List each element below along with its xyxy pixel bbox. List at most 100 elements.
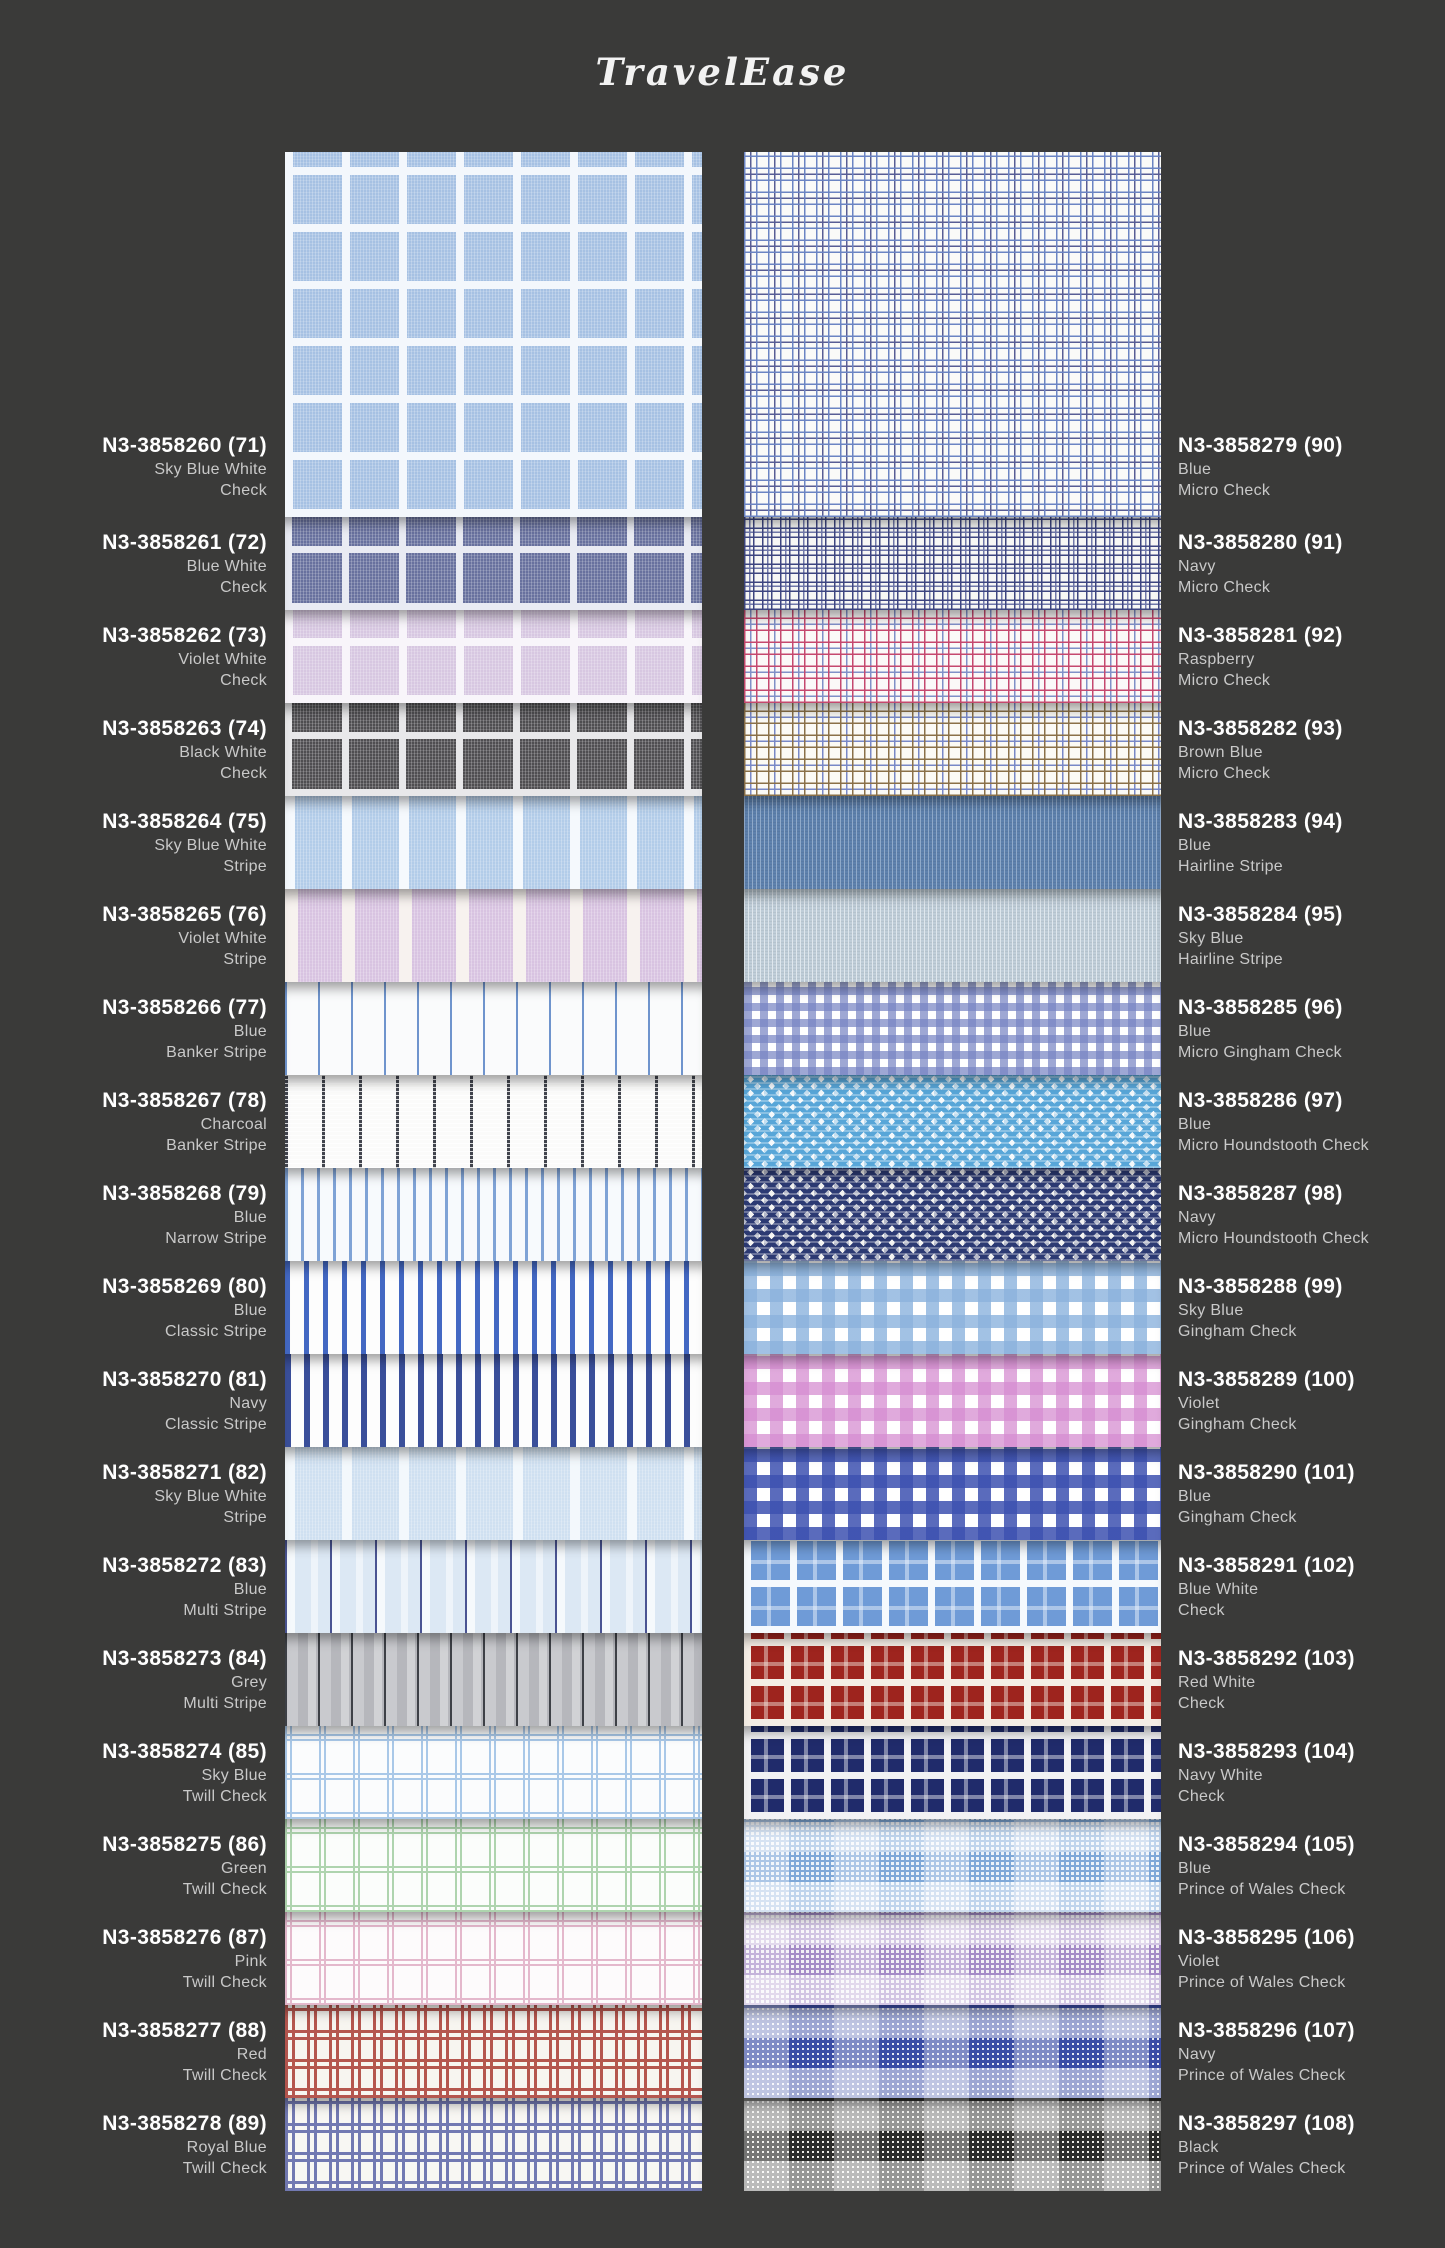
swatch-row: N3-3858284 (95) Sky Blue Hairline Stripe bbox=[744, 889, 1445, 982]
fabric-swatch[interactable] bbox=[285, 517, 702, 610]
fabric-swatch[interactable] bbox=[744, 1447, 1161, 1540]
fabric-swatch[interactable] bbox=[285, 1354, 702, 1447]
swatch-label: N3-3858292 (103) Red White Check bbox=[1161, 1645, 1445, 1714]
swatch-label: N3-3858265 (76) Violet White Stripe bbox=[0, 901, 285, 970]
swatch-label: N3-3858290 (101) Blue Gingham Check bbox=[1161, 1459, 1445, 1528]
swatch-code: N3-3858289 (100) bbox=[1178, 1368, 1355, 1391]
swatch-row: N3-3858283 (94) Blue Hairline Stripe bbox=[744, 796, 1445, 889]
fabric-swatch[interactable] bbox=[285, 1819, 702, 1912]
swatch-label: N3-3858278 (89) Royal Blue Twill Check bbox=[0, 2110, 285, 2179]
swatch-color-name: Black bbox=[1178, 2139, 1219, 2156]
swatch-pattern-name: Twill Check bbox=[182, 1788, 267, 1805]
fabric-swatch[interactable] bbox=[744, 1261, 1161, 1354]
swatch-color-name: Sky Blue bbox=[201, 1767, 267, 1784]
swatch-color-name: Raspberry bbox=[1178, 651, 1255, 668]
swatch-code: N3-3858277 (88) bbox=[102, 2019, 267, 2042]
fabric-swatch[interactable] bbox=[744, 796, 1161, 889]
swatch-code: N3-3858272 (83) bbox=[102, 1554, 267, 1577]
swatch-code: N3-3858275 (86) bbox=[102, 1833, 267, 1856]
fabric-swatch[interactable] bbox=[285, 1261, 702, 1354]
swatch-pattern-name: Check bbox=[1178, 1788, 1225, 1805]
swatch-code: N3-3858261 (72) bbox=[102, 531, 267, 554]
fabric-swatch[interactable] bbox=[285, 1912, 702, 2005]
swatch-color-name: Blue bbox=[233, 1581, 267, 1598]
swatch-code: N3-3858269 (80) bbox=[102, 1275, 267, 1298]
swatch-row: N3-3858272 (83) Blue Multi Stripe bbox=[0, 1540, 702, 1633]
fabric-swatch[interactable] bbox=[744, 610, 1161, 703]
swatch-pattern-name: Prince of Wales Check bbox=[1178, 1881, 1346, 1898]
fabric-swatch[interactable] bbox=[744, 517, 1161, 610]
fabric-swatch[interactable] bbox=[744, 1168, 1161, 1261]
swatch-row: N3-3858292 (103) Red White Check bbox=[744, 1633, 1445, 1726]
swatch-code: N3-3858296 (107) bbox=[1178, 2019, 1355, 2042]
fabric-swatch[interactable] bbox=[285, 1447, 702, 1540]
swatch-pattern-name: Classic Stripe bbox=[164, 1416, 267, 1433]
fabric-swatch[interactable] bbox=[285, 796, 702, 889]
swatch-row: N3-3858281 (92) Raspberry Micro Check bbox=[744, 610, 1445, 703]
fabric-swatch[interactable] bbox=[285, 152, 702, 517]
swatch-label: N3-3858288 (99) Sky Blue Gingham Check bbox=[1161, 1273, 1445, 1342]
fabric-swatch[interactable] bbox=[285, 1540, 702, 1633]
swatch-pattern-name: Micro Check bbox=[1178, 579, 1271, 596]
swatch-row: N3-3858290 (101) Blue Gingham Check bbox=[744, 1447, 1445, 1540]
swatch-label: N3-3858264 (75) Sky Blue White Stripe bbox=[0, 808, 285, 877]
fabric-swatch[interactable] bbox=[285, 703, 702, 796]
swatch-color-name: Navy bbox=[1178, 558, 1216, 575]
fabric-swatch[interactable] bbox=[285, 1075, 702, 1168]
swatch-code: N3-3858270 (81) bbox=[102, 1368, 267, 1391]
fabric-swatch[interactable] bbox=[744, 703, 1161, 796]
swatch-pattern-name: Check bbox=[220, 765, 267, 782]
swatch-color-name: Brown Blue bbox=[1178, 744, 1263, 761]
fabric-swatch[interactable] bbox=[744, 1540, 1161, 1633]
fabric-swatch[interactable] bbox=[744, 2098, 1161, 2191]
swatch-label: N3-3858293 (104) Navy White Check bbox=[1161, 1738, 1445, 1807]
swatch-color-name: Sky Blue White bbox=[154, 461, 267, 478]
fabric-swatch[interactable] bbox=[285, 2005, 702, 2098]
swatch-pattern-name: Gingham Check bbox=[1178, 1509, 1297, 1526]
swatch-code: N3-3858264 (75) bbox=[102, 810, 267, 833]
swatch-color-name: Royal Blue bbox=[186, 2139, 267, 2156]
swatch-row: N3-3858288 (99) Sky Blue Gingham Check bbox=[744, 1261, 1445, 1354]
swatch-label: N3-3858274 (85) Sky Blue Twill Check bbox=[0, 1738, 285, 1807]
swatch-pattern-name: Micro Check bbox=[1178, 765, 1271, 782]
fabric-swatch[interactable] bbox=[285, 2098, 702, 2191]
swatch-code: N3-3858263 (74) bbox=[102, 717, 267, 740]
fabric-swatch[interactable] bbox=[744, 1819, 1161, 1912]
swatch-pattern-name: Hairline Stripe bbox=[1178, 858, 1283, 875]
fabric-swatch[interactable] bbox=[744, 2005, 1161, 2098]
swatch-label: N3-3858270 (81) Navy Classic Stripe bbox=[0, 1366, 285, 1435]
fabric-swatch[interactable] bbox=[285, 1168, 702, 1261]
swatch-color-name: Blue White bbox=[186, 558, 267, 575]
fabric-swatch[interactable] bbox=[285, 610, 702, 703]
swatch-code: N3-3858283 (94) bbox=[1178, 810, 1343, 833]
swatch-label: N3-3858289 (100) Violet Gingham Check bbox=[1161, 1366, 1445, 1435]
swatch-color-name: Blue bbox=[1178, 1023, 1212, 1040]
swatch-pattern-name: Twill Check bbox=[182, 1974, 267, 1991]
swatch-pattern-name: Micro Check bbox=[1178, 482, 1271, 499]
swatch-row: N3-3858266 (77) Blue Banker Stripe bbox=[0, 982, 702, 1075]
swatch-code: N3-3858284 (95) bbox=[1178, 903, 1343, 926]
page-title: TravelEase bbox=[595, 50, 850, 94]
fabric-swatch[interactable] bbox=[744, 1726, 1161, 1819]
fabric-swatch[interactable] bbox=[744, 982, 1161, 1075]
fabric-swatch[interactable] bbox=[744, 1912, 1161, 2005]
swatch-row: N3-3858270 (81) Navy Classic Stripe bbox=[0, 1354, 702, 1447]
fabric-swatch[interactable] bbox=[285, 1726, 702, 1819]
swatch-label: N3-3858266 (77) Blue Banker Stripe bbox=[0, 994, 285, 1063]
fabric-swatch[interactable] bbox=[744, 1633, 1161, 1726]
swatch-code: N3-3858265 (76) bbox=[102, 903, 267, 926]
fabric-swatch[interactable] bbox=[285, 889, 702, 982]
swatch-row: N3-3858267 (78) Charcoal Banker Stripe bbox=[0, 1075, 702, 1168]
swatch-pattern-name: Check bbox=[1178, 1602, 1225, 1619]
fabric-swatch[interactable] bbox=[744, 152, 1161, 517]
fabric-swatch[interactable] bbox=[285, 1633, 702, 1726]
fabric-swatch[interactable] bbox=[285, 982, 702, 1075]
swatch-code: N3-3858288 (99) bbox=[1178, 1275, 1343, 1298]
fabric-swatch[interactable] bbox=[744, 889, 1161, 982]
swatch-row: N3-3858291 (102) Blue White Check bbox=[744, 1540, 1445, 1633]
swatch-label: N3-3858287 (98) Navy Micro Houndstooth C… bbox=[1161, 1180, 1445, 1249]
swatch-code: N3-3858293 (104) bbox=[1178, 1740, 1355, 1763]
swatch-pattern-name: Twill Check bbox=[182, 2067, 267, 2084]
fabric-swatch[interactable] bbox=[744, 1354, 1161, 1447]
fabric-swatch[interactable] bbox=[744, 1075, 1161, 1168]
